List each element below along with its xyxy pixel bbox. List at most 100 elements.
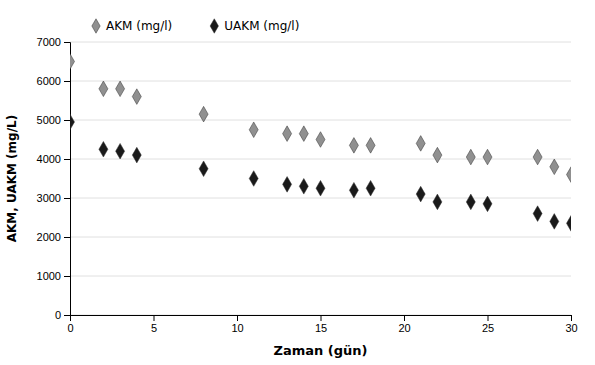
tick-mark [237,315,238,321]
legend: AKM (mg/l) UAKM (mg/l) [92,19,300,33]
tick: 25 [482,315,494,334]
point [466,194,475,210]
legend-label: AKM (mg/l) [106,19,172,33]
tick-mark [321,315,322,321]
point [199,161,208,177]
tick-label: 30 [565,322,577,334]
points [70,54,571,231]
tick: 7000 [37,36,70,48]
point [132,89,141,105]
tick-label: 20 [398,322,410,334]
point [116,81,125,97]
axis-line [71,316,572,322]
legend-marker [92,19,100,33]
grid-line [70,276,571,277]
tick-mark [64,237,70,238]
grid-line [70,159,571,160]
grid-line [70,237,571,238]
tick-label: 7000 [37,36,61,48]
point [550,214,559,230]
plot: 0 5 10 15 20 25 30 0 1000 2000 3000 4000 5000 6000 700… [37,36,578,334]
point [70,54,74,70]
point [533,149,542,165]
tick: 15 [315,315,327,334]
tick-label: 2000 [37,231,61,243]
point [249,171,258,187]
point [416,136,425,152]
tick-mark [64,120,70,121]
tick-label: 4000 [37,153,61,165]
series [70,54,571,183]
tick-mark [404,315,405,321]
point [316,180,325,196]
tick-mark [154,315,155,321]
point [550,159,559,175]
point [483,196,492,212]
tick: 5 [151,315,157,334]
tick: 0 [67,315,73,334]
tick: 4000 [37,153,70,165]
tick-mark [64,315,70,316]
point [316,132,325,148]
tick: 0 [55,309,70,321]
point [299,126,308,142]
tick-label: 15 [315,322,327,334]
point [283,177,292,193]
legend-label: UAKM (mg/l) [224,19,299,33]
tick: 3000 [37,192,70,204]
grid-line [70,120,571,121]
tick: 5000 [37,114,70,126]
point [433,147,442,163]
point [349,182,358,198]
tick-mark [64,276,70,277]
grid-line [70,81,571,82]
tick-mark [64,42,70,43]
point [466,149,475,165]
y-axis-title: AKM, UAKM (mg/L) [5,115,19,242]
legend-item: AKM (mg/l) [92,19,172,33]
tick-label: 5000 [37,114,61,126]
x-axis: 0 5 10 15 20 25 30 [67,315,577,334]
point [199,106,208,122]
tick-mark [64,198,70,199]
x-axis-title: Zaman (gün) [274,343,368,358]
point [99,81,108,97]
tick: 20 [398,315,410,334]
tick-label: 0 [55,309,61,321]
point [132,147,141,163]
tick-label: 1000 [37,270,61,282]
tick: 6000 [37,75,70,87]
point [567,167,571,183]
tick: 2000 [37,231,70,243]
tick-mark [64,81,70,82]
tick-label: 10 [231,322,243,334]
point [366,180,375,196]
legend-item: UAKM (mg/l) [210,19,299,33]
point [349,138,358,154]
point [483,149,492,165]
tick-label: 25 [482,322,494,334]
tick: 1000 [37,270,70,282]
grid-line [70,42,571,43]
axis-line [64,43,71,316]
legend-marker [210,19,218,33]
point [567,216,571,232]
point [116,143,125,159]
chart: 0 5 10 15 20 25 30 0 1000 2000 3000 4000 5000 6000 700… [0,0,595,365]
point [366,138,375,154]
y-axis: 0 1000 2000 3000 4000 5000 6000 7000 [37,36,71,321]
point [70,114,74,130]
point [416,186,425,202]
tick: 10 [231,315,243,334]
point [299,179,308,195]
tick: 30 [565,315,577,334]
tick-label: 6000 [37,75,61,87]
series [70,114,571,231]
tick-mark [64,159,70,160]
tick-mark [571,315,572,321]
point [533,206,542,222]
tick-label: 5 [151,322,157,334]
tick-mark [488,315,489,321]
tick-label: 0 [67,322,73,334]
grid [70,42,571,315]
